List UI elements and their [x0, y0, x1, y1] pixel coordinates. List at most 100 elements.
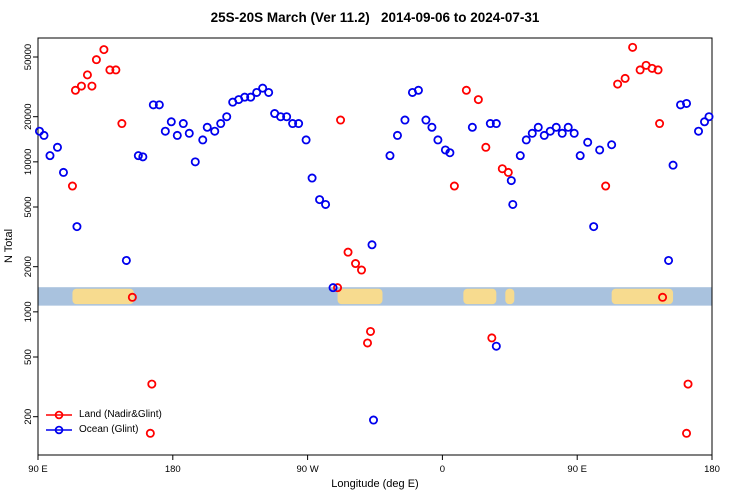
- y-tick-label: 200: [23, 409, 34, 425]
- ocean-series-marker-icon: [46, 425, 72, 434]
- ocean-point: [210, 126, 220, 136]
- ocean-point: [704, 112, 714, 122]
- ocean-point: [264, 87, 274, 97]
- ocean-point: [589, 222, 599, 232]
- land-point: [601, 181, 611, 191]
- legend-label-land: Land (Nadir&Glint): [79, 409, 162, 420]
- ocean-point: [682, 98, 692, 108]
- ocean-point: [160, 126, 170, 136]
- ocean-point: [485, 119, 495, 129]
- ocean-point: [694, 126, 704, 136]
- land-point: [351, 259, 361, 269]
- map-strip-land: [463, 288, 497, 305]
- ocean-point: [148, 100, 158, 110]
- y-tick-label: 20000: [23, 103, 34, 129]
- land-point: [336, 115, 346, 125]
- ocean-point: [121, 255, 131, 265]
- land-point: [683, 379, 693, 389]
- x-tick-label: 90 E: [28, 464, 48, 475]
- ocean-point: [583, 137, 593, 147]
- ocean-point: [315, 195, 325, 205]
- land-point: [613, 79, 623, 89]
- land-point: [333, 283, 343, 293]
- y-tick-label: 50000: [23, 44, 34, 70]
- y-tick-label: 10000: [23, 149, 34, 175]
- ocean-point: [307, 173, 317, 183]
- ocean-point: [202, 122, 212, 132]
- legend: Land (Nadir&Glint) Ocean (Glint): [44, 407, 162, 437]
- y-tick-label: 5000: [23, 196, 34, 217]
- map-strip-land: [72, 288, 134, 305]
- ocean-point: [154, 100, 164, 110]
- ocean-point: [172, 130, 182, 140]
- land-point: [67, 181, 77, 191]
- ocean-point: [508, 199, 518, 209]
- ocean-point: [413, 85, 423, 95]
- land-point: [655, 119, 665, 129]
- ocean-point: [52, 142, 62, 152]
- y-tick-label: 2000: [23, 256, 34, 277]
- land-point: [481, 142, 491, 152]
- x-axis-label: Longitude (deg E): [331, 478, 419, 490]
- ocean-point: [385, 151, 395, 161]
- ocean-point: [557, 128, 567, 138]
- land-point: [487, 333, 497, 343]
- ocean-point: [276, 112, 286, 122]
- land-point: [82, 70, 92, 80]
- land-point: [105, 65, 115, 75]
- x-tick-label: 180: [165, 464, 181, 475]
- land-series-marker-icon: [46, 410, 72, 419]
- land-point: [628, 42, 638, 52]
- ocean-point: [301, 135, 311, 145]
- ocean-point: [58, 167, 68, 177]
- legend-label-ocean: Ocean (Glint): [79, 424, 139, 435]
- ocean-point: [184, 128, 194, 138]
- legend-item-ocean: Ocean (Glint): [44, 422, 162, 437]
- ocean-point: [190, 157, 200, 167]
- ocean-point: [575, 151, 585, 161]
- ocean-point: [39, 130, 49, 140]
- land-point: [111, 65, 121, 75]
- land-point: [620, 73, 630, 83]
- ocean-point: [178, 119, 188, 129]
- ocean-point: [166, 117, 176, 127]
- ocean-point: [533, 122, 543, 132]
- ocean-point: [328, 283, 338, 293]
- ocean-point: [664, 255, 674, 265]
- land-point: [653, 65, 663, 75]
- ocean-point: [433, 135, 443, 145]
- ocean-point: [198, 135, 208, 145]
- ocean-point: [676, 100, 686, 110]
- ocean-point: [369, 415, 379, 425]
- land-point: [357, 265, 367, 275]
- land-point: [343, 247, 353, 257]
- land-point: [147, 379, 157, 389]
- land-point: [658, 292, 668, 302]
- land-point: [473, 95, 483, 105]
- ocean-point: [551, 122, 561, 132]
- ocean-point: [539, 130, 549, 140]
- x-tick-label: 90 W: [297, 464, 319, 475]
- ocean-point: [491, 119, 501, 129]
- land-point: [99, 45, 109, 55]
- ocean-point: [595, 145, 605, 155]
- ocean-point: [282, 112, 292, 122]
- ocean-point: [133, 151, 143, 161]
- ocean-point: [367, 240, 377, 250]
- y-axis-label: N Total: [3, 228, 15, 264]
- ocean-point: [240, 92, 250, 102]
- plot-box: [37, 37, 713, 456]
- land-point: [363, 338, 373, 348]
- x-tick-label: 0: [440, 464, 445, 475]
- y-tick-label: 500: [23, 349, 34, 365]
- ocean-point: [563, 122, 573, 132]
- ocean-point: [607, 140, 617, 150]
- ocean-point: [246, 92, 256, 102]
- land-point: [503, 167, 513, 177]
- ocean-point: [138, 152, 148, 162]
- x-tick-label: 180: [704, 464, 720, 475]
- ocean-point: [258, 83, 268, 93]
- land-point: [461, 85, 471, 95]
- ocean-point: [421, 115, 431, 125]
